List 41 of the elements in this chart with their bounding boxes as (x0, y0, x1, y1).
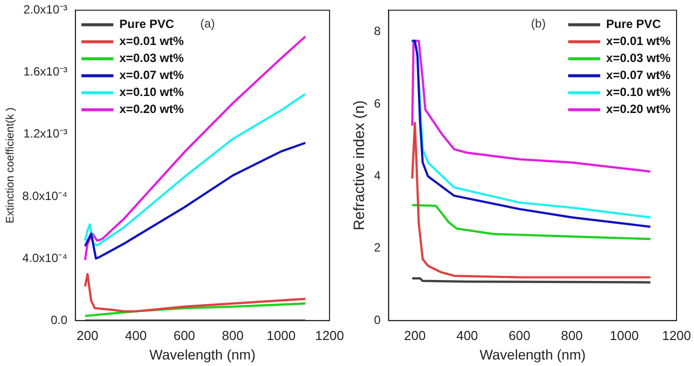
annotation: (b) (531, 16, 546, 31)
x-axis-title: Wavelength (nm) (480, 346, 586, 362)
x-tick-label: 1200 (315, 328, 344, 343)
legend-label: x=0.20 wt% (606, 102, 671, 116)
y-axis-title: Refractive index (n) (351, 100, 368, 230)
y-tick-label: 2 (374, 240, 381, 255)
x-tick-label: 400 (456, 328, 478, 343)
y-tick-label: 0.0 (50, 312, 68, 327)
x-tick-label: 1000 (266, 328, 296, 343)
y-tick-label: 6 (374, 96, 381, 110)
x-tick-label: 1000 (610, 328, 639, 343)
legend-label: x=0.03 wt% (119, 51, 184, 66)
y-tick-label: 8.0x10⁻⁴ (22, 188, 68, 203)
y-tick-label: 2.0x10⁻³ (23, 2, 68, 17)
legend-label: Pure PVC (119, 17, 174, 32)
x-tick-label: 800 (222, 328, 244, 343)
x-tick-label: 600 (173, 328, 196, 343)
legend-label: x=0.03 wt% (606, 51, 671, 66)
x-tick-label: 200 (76, 328, 98, 343)
x-tick-label: 800 (561, 328, 583, 343)
annotation: (a) (200, 16, 215, 31)
y-tick-label: 4 (374, 168, 381, 183)
x-axis-title: Wavelength (nm) (149, 346, 256, 362)
y-tick-label: 0 (374, 312, 381, 327)
legend-label: x=0.07 wt% (606, 68, 671, 82)
legend-label: x=0.10 wt% (606, 85, 671, 100)
x-tick-label: 400 (125, 328, 147, 343)
legend-label: x=0.20 wt% (119, 102, 184, 116)
x-tick-label: 1200 (662, 328, 691, 343)
legend-label: Pure PVC (606, 17, 662, 32)
legend-label: x=0.01 wt% (606, 34, 671, 48)
legend-label: x=0.07 wt% (119, 68, 184, 82)
y-tick-label: 4.0x10⁻⁴ (22, 250, 68, 265)
y-tick-label: 1.2x10⁻³ (23, 126, 68, 141)
legend-label: x=0.01 wt% (119, 34, 184, 48)
y-axis-title: Extinction coefficient(k ) (4, 107, 17, 224)
x-tick-label: 200 (404, 328, 426, 343)
y-tick-label: 1.6x10⁻³ (23, 64, 68, 79)
x-tick-label: 600 (508, 328, 530, 343)
legend-label: x=0.10 wt% (119, 85, 184, 100)
y-tick-label: 8 (374, 24, 381, 38)
